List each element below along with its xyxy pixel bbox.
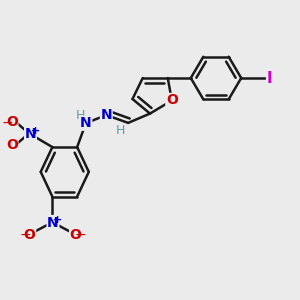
Text: −: −	[74, 227, 86, 242]
Text: H: H	[115, 124, 125, 137]
Text: −: −	[2, 116, 13, 130]
Text: N: N	[47, 216, 59, 230]
Text: O: O	[70, 227, 82, 242]
Text: H: H	[75, 110, 85, 122]
Text: I: I	[267, 70, 272, 86]
Text: O: O	[6, 138, 18, 152]
Text: O: O	[6, 115, 18, 129]
Text: −: −	[19, 227, 31, 242]
Text: +: +	[53, 215, 62, 225]
Text: N: N	[80, 116, 92, 130]
Text: O: O	[166, 94, 178, 107]
Text: N: N	[25, 127, 36, 141]
Text: O: O	[24, 227, 36, 242]
Text: N: N	[100, 108, 112, 122]
Text: +: +	[31, 126, 40, 136]
